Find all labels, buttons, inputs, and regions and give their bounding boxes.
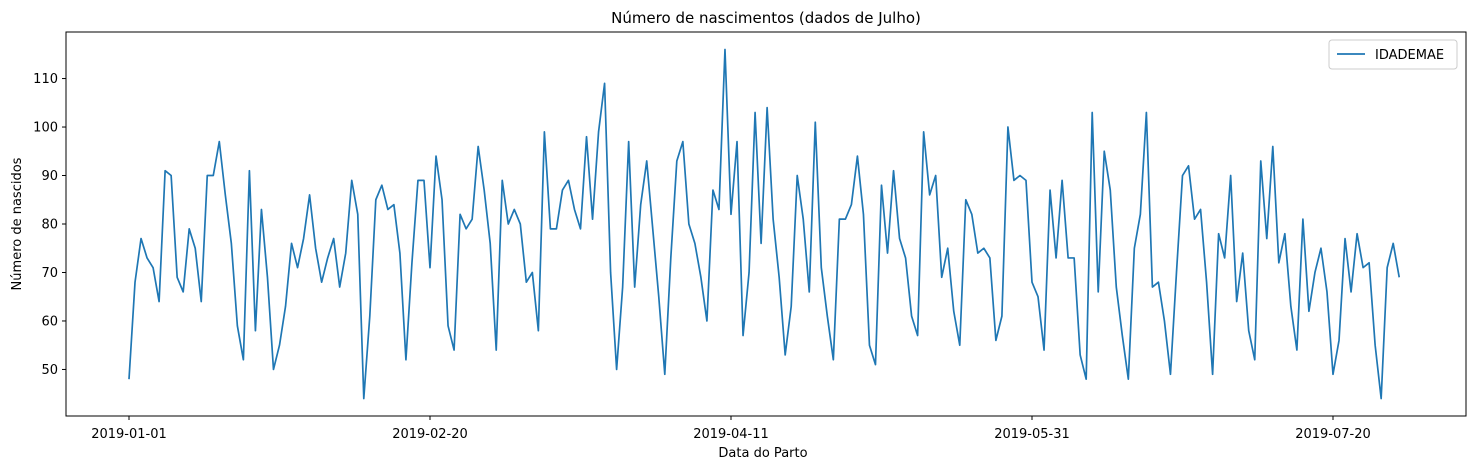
x-tick-label: 2019-04-11	[693, 427, 769, 442]
y-axis: 50 60 70 80 90 100 110	[33, 72, 66, 378]
y-tick-label: 70	[41, 266, 58, 281]
chart-title: Número de nascimentos (dados de Julho)	[611, 9, 921, 27]
legend-label: IDADEMAE	[1375, 48, 1444, 63]
series-line-idademae	[128, 48, 1401, 400]
x-tick-label: 2019-01-01	[91, 427, 167, 442]
legend: IDADEMAE	[1328, 39, 1458, 70]
x-axis-label: Data do Parto	[718, 446, 807, 461]
x-tick-label: 2019-05-31	[994, 427, 1070, 442]
x-tick-label: 2019-07-20	[1295, 427, 1371, 442]
y-tick-label: 50	[41, 363, 58, 378]
y-tick-label: 90	[41, 169, 58, 184]
x-tick-label: 2019-02-20	[392, 427, 468, 442]
y-tick-label: 100	[33, 121, 58, 136]
y-tick-label: 60	[41, 314, 58, 329]
y-tick-label: 110	[33, 72, 58, 87]
y-axis-label: Número de nascidos	[10, 157, 25, 290]
x-axis: 2019-01-01 2019-02-20 2019-04-11 2019-05-31…	[91, 416, 1371, 442]
y-tick-label: 80	[41, 218, 58, 233]
legend-box	[1328, 39, 1458, 70]
